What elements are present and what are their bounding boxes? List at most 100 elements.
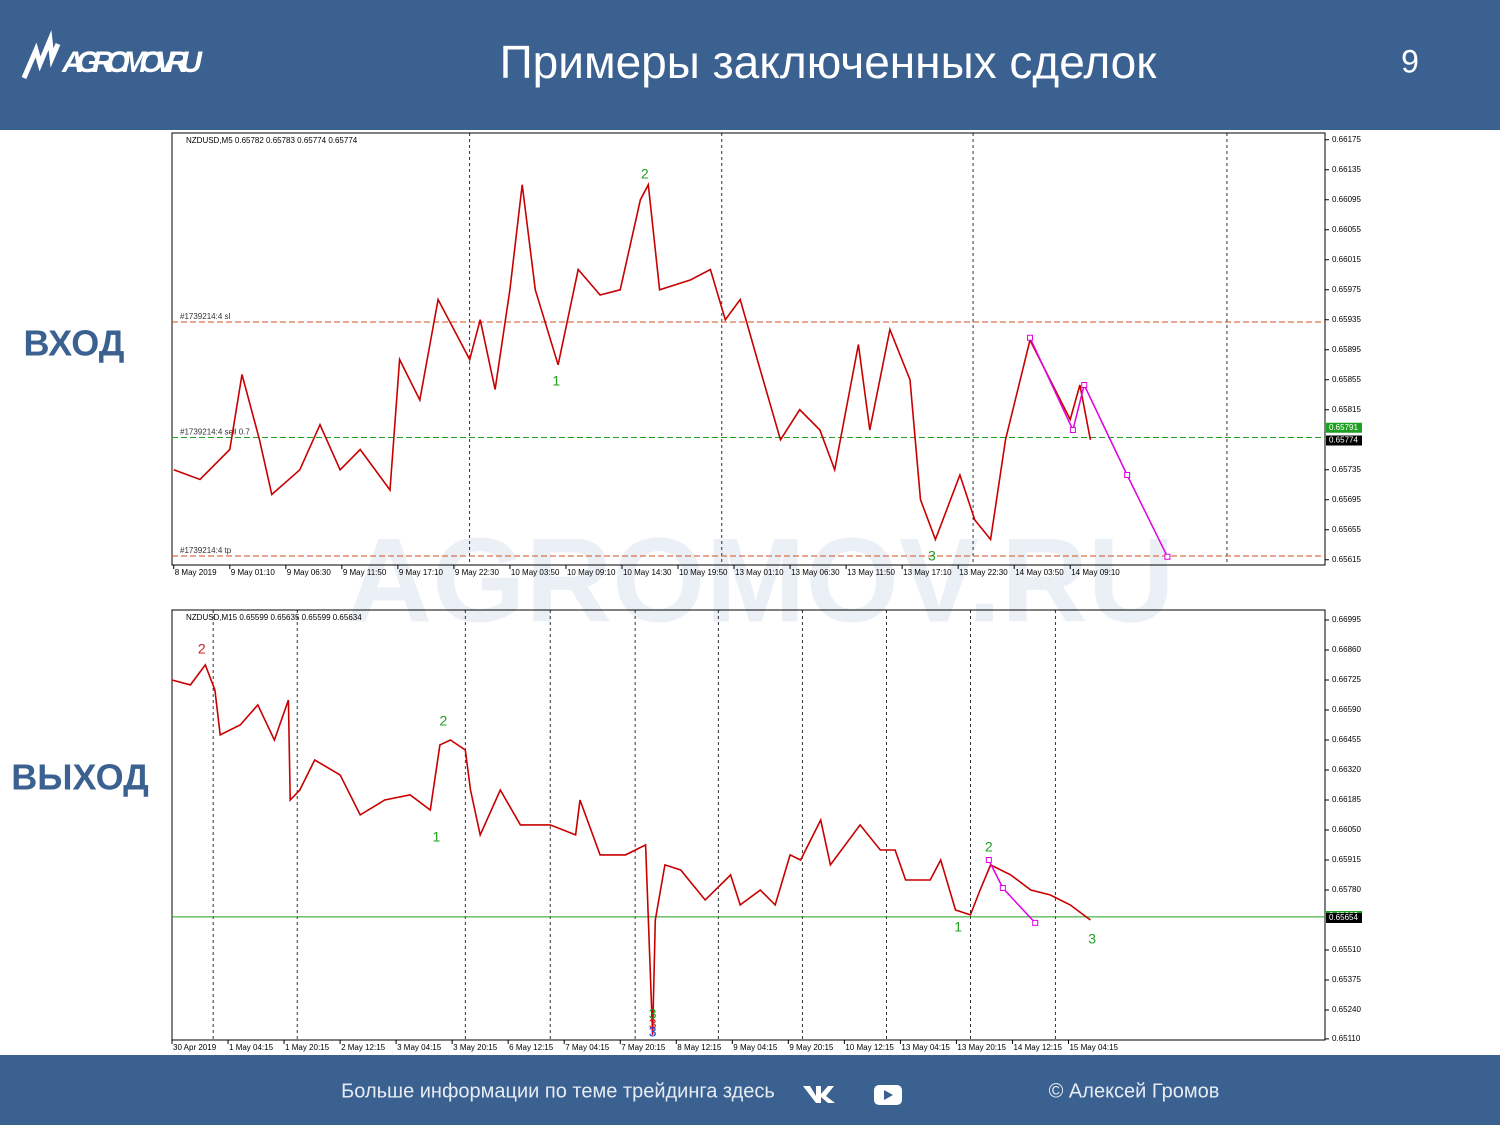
x-tick-label: 9 May 20:15 <box>789 1043 834 1052</box>
x-tick-label: 13 May 06:30 <box>791 568 840 577</box>
entry-label: ВХОД <box>24 323 125 364</box>
x-tick-label: 1 May 04:15 <box>229 1043 274 1052</box>
x-tick-label: 6 May 12:15 <box>509 1043 554 1052</box>
y-tick-label: 0.65615 <box>1332 555 1361 564</box>
y-tick-label: 0.66860 <box>1332 645 1361 654</box>
slide-title: Примеры заключенных сделок <box>500 36 1158 88</box>
y-tick-label: 0.65815 <box>1332 405 1361 414</box>
x-tick-label: 9 May 06:30 <box>287 568 332 577</box>
footer-info: Больше информации по теме трейдинга здес… <box>341 1080 775 1102</box>
plot-frame <box>171 609 1326 1041</box>
wave-label: 2 <box>985 839 993 855</box>
x-tick-label: 15 May 04:15 <box>1069 1043 1118 1052</box>
projection-point <box>1032 919 1039 926</box>
x-tick-label: 9 May 11:50 <box>343 568 387 577</box>
x-tick-label: 7 May 20:15 <box>621 1043 666 1052</box>
x-tick-label: 13 May 22:30 <box>959 568 1008 577</box>
y-tick-label: 0.66725 <box>1332 675 1361 684</box>
y-tick-label: 0.66455 <box>1332 735 1361 744</box>
x-tick-label: 13 May 11:50 <box>847 568 895 577</box>
projection-point <box>985 857 992 863</box>
logo-icon <box>21 30 61 79</box>
footer-copyright: © Алексей Громов <box>1049 1080 1220 1102</box>
chart-header: NZDUSD,M5 0.65782 0.65783 0.65774 0.6577… <box>186 136 358 145</box>
plot-frame <box>171 132 1326 566</box>
wave-label: 2 <box>198 641 206 657</box>
price-marker-label: 0.65791 <box>1329 423 1358 432</box>
x-tick-label: 7 May 04:15 <box>565 1043 610 1052</box>
y-tick-label: 0.65975 <box>1332 285 1361 294</box>
projection-point <box>1164 553 1171 560</box>
x-tick-label: 14 May 03:50 <box>1015 568 1064 577</box>
youtube-play <box>884 1090 893 1100</box>
x-tick-label: 8 May 12:15 <box>677 1043 722 1052</box>
y-tick-label: 0.66095 <box>1332 195 1361 204</box>
exit-label: ВЫХОД <box>11 757 149 798</box>
vk-icon[interactable] <box>803 1086 835 1103</box>
x-tick-label: 13 May 01:10 <box>735 568 784 577</box>
y-tick-label: 0.65695 <box>1332 495 1361 504</box>
x-tick-label: 13 May 04:15 <box>901 1043 950 1052</box>
price-marker-label: 0.65774 <box>1329 436 1358 445</box>
wave-label: 3 <box>1088 931 1096 947</box>
x-tick-label: 8 May 2019 <box>175 568 217 577</box>
wave-label: 1 <box>432 829 440 845</box>
y-tick-label: 0.66175 <box>1332 135 1361 144</box>
wave-label: 2 <box>641 166 649 182</box>
x-tick-label: 9 May 22:30 <box>455 568 500 577</box>
y-tick-label: 0.66015 <box>1332 255 1361 264</box>
x-tick-label: 9 May 17:10 <box>399 568 444 577</box>
x-tick-label: 3 May 04:15 <box>397 1043 442 1052</box>
youtube-icon[interactable] <box>874 1085 902 1105</box>
wave-label: 2 <box>439 713 447 729</box>
header-band <box>0 0 1500 130</box>
price-marker <box>1326 913 1362 923</box>
x-tick-label: 2 May 12:15 <box>341 1043 386 1052</box>
x-tick-label: 1 May 20:15 <box>285 1043 330 1052</box>
y-tick-label: 0.65510 <box>1332 945 1361 954</box>
x-tick-label: 10 May 19:50 <box>679 568 728 577</box>
watermark: AGROMOV.RU <box>346 514 1175 648</box>
order-level-label: #1739214:4 tp <box>180 546 232 555</box>
chart-header: NZDUSD,M15 0.65599 0.65635 0.65599 0.656… <box>186 613 362 622</box>
x-tick-label: 3 May 20:15 <box>453 1043 498 1052</box>
x-tick-label: 13 May 20:15 <box>957 1043 1006 1052</box>
price-marker <box>1326 435 1362 446</box>
y-tick-label: 0.65375 <box>1332 975 1361 984</box>
wave-label: 3 <box>649 1016 657 1032</box>
y-tick-label: 0.65780 <box>1332 885 1361 894</box>
x-tick-label: 9 May 04:15 <box>733 1043 778 1052</box>
projection-point <box>1081 382 1088 388</box>
x-tick-label: 13 May 17:10 <box>903 568 952 577</box>
page-number: 9 <box>1401 43 1419 79</box>
y-tick-label: 0.65935 <box>1332 315 1361 324</box>
x-tick-label: 14 May 09:10 <box>1071 568 1120 577</box>
x-tick-label: 10 May 14:30 <box>623 568 672 577</box>
y-tick-label: 0.66185 <box>1332 795 1361 804</box>
order-level-label: #1739214:4 sl <box>180 312 230 321</box>
y-tick-label: 0.65655 <box>1332 525 1361 534</box>
y-tick-label: 0.66320 <box>1332 765 1361 774</box>
vk-glyph <box>803 1086 835 1103</box>
projection-point <box>1069 427 1076 433</box>
x-tick-label: 10 May 03:50 <box>511 568 560 577</box>
x-tick-label: 9 May 01:10 <box>231 568 276 577</box>
y-tick-label: 0.65735 <box>1332 465 1361 474</box>
wave-label: 3 <box>649 1006 657 1022</box>
price-line <box>171 663 1091 1035</box>
y-tick-label: 0.65240 <box>1332 1005 1361 1014</box>
y-tick-label: 0.65110 <box>1332 1034 1361 1043</box>
wave-label: 1 <box>954 919 962 935</box>
order-level-label: #1739214:4 sell 0.7 <box>180 428 250 437</box>
logo: AGROMOV.RU <box>61 46 203 79</box>
footer-band <box>0 1055 1500 1125</box>
y-tick-label: 0.66590 <box>1332 705 1361 714</box>
y-tick-label: 0.65855 <box>1332 375 1361 384</box>
x-tick-label: 10 May 12:15 <box>845 1043 894 1052</box>
x-tick-label: 10 May 09:10 <box>567 568 616 577</box>
x-tick-label: 14 May 12:15 <box>1013 1043 1062 1052</box>
wave-label: 1 <box>552 373 560 389</box>
y-tick-label: 0.66050 <box>1332 825 1361 834</box>
y-tick-label: 0.65895 <box>1332 345 1361 354</box>
